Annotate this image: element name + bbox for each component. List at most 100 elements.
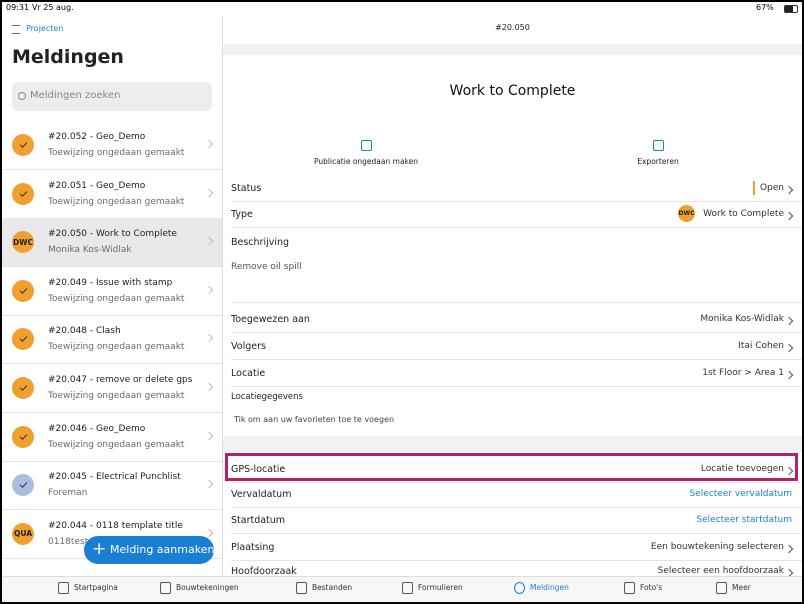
row-divider	[231, 507, 802, 508]
list-item[interactable]	[2, 315, 222, 365]
field-value[interactable]: Open	[759, 183, 784, 193]
row-divider	[231, 386, 802, 387]
action-label[interactable]: Publicatie ongedaan maken	[314, 157, 418, 166]
list-item[interactable]	[2, 170, 222, 219]
list-item[interactable]	[2, 267, 222, 316]
item-subtitle: Toewijzing ongedaan gemaakt	[48, 342, 185, 353]
field-label: Vervaldatum	[231, 489, 292, 500]
field-text: Tik om aan uw favorieten toe te voegen	[234, 415, 395, 424]
status-badge	[12, 182, 34, 205]
list-item[interactable]	[2, 364, 222, 413]
tab-icon[interactable]	[514, 582, 525, 594]
item-subtitle: Toewijzing ongedaan gemaakt	[48, 439, 185, 450]
detail-card	[223, 55, 802, 436]
item-title: #20.047 - remove or delete gps	[48, 375, 193, 385]
search-icon	[18, 92, 26, 100]
item-title: #20.051 - Geo_Demo	[48, 180, 146, 191]
row-divider	[231, 482, 802, 483]
highlight-box	[225, 453, 798, 481]
row-divider	[231, 332, 802, 333]
back-link[interactable]: Projecten	[26, 24, 64, 33]
tab-label[interactable]: Bestanden	[312, 583, 353, 592]
item-title: #20.046 - Geo_Demo	[48, 423, 146, 434]
search-placeholder: Meldingen zoeken	[30, 90, 121, 101]
field-label: Plaatsing	[231, 542, 275, 553]
row-divider	[231, 227, 802, 228]
item-subtitle: Monika Kos-Widlak	[48, 245, 132, 256]
field-value[interactable]: Selecteer vervaldatum	[689, 489, 792, 499]
item-subtitle: Toewijzing ongedaan gemaakt	[48, 196, 185, 207]
field-value[interactable]: Een bouwtekening selecteren	[650, 542, 784, 552]
list-item[interactable]	[2, 461, 222, 511]
row-divider	[231, 533, 802, 534]
status-badge	[12, 474, 34, 497]
action-icon[interactable]	[653, 140, 664, 151]
search-box[interactable]	[12, 82, 212, 111]
detail-title: Work to Complete	[449, 83, 576, 99]
field-value[interactable]: Selecteer een hoofdoorzaak	[657, 566, 784, 576]
detail-header: #20.050	[495, 23, 530, 32]
field-text: Remove oil spill	[231, 262, 302, 272]
row-divider	[231, 560, 802, 561]
list-icon	[12, 25, 20, 34]
item-subtitle: 0118test	[48, 536, 89, 547]
tab-icon[interactable]	[624, 582, 635, 594]
list-item[interactable]	[2, 218, 222, 268]
status-marker	[753, 181, 755, 195]
field-value[interactable]: 1st Floor > Area 1	[702, 368, 784, 378]
tab-icon[interactable]	[402, 582, 413, 594]
item-title: #20.052 - Geo_Demo	[48, 132, 146, 142]
status-date: Vr 25 aug.	[32, 3, 74, 12]
item-subtitle: Toewijzing ongedaan gemaakt	[48, 148, 185, 158]
item-subtitle: Toewijzing ongedaan gemaakt	[48, 293, 185, 304]
item-title: #20.049 - Issue with stamp	[48, 277, 173, 288]
action-label[interactable]: Exporteren	[637, 157, 679, 166]
field-label: Type	[231, 209, 253, 220]
tab-icon[interactable]	[716, 582, 727, 594]
field-label: Locatie	[231, 368, 266, 379]
item-title: #20.044 - 0118 template title	[48, 520, 183, 531]
tab-label[interactable]: Meer	[732, 583, 751, 592]
item-title: #20.050 - Work to Complete	[48, 229, 177, 240]
action-icon[interactable]	[361, 140, 372, 151]
field-label: GPS-locatie	[231, 464, 286, 475]
field-label: Status	[231, 183, 262, 194]
item-subtitle: Foreman	[48, 488, 88, 499]
row-divider	[231, 359, 802, 360]
field-label: Hoofdoorzaak	[231, 566, 297, 577]
item-subtitle: Toewijzing ongedaan gemaakt	[48, 391, 185, 401]
field-value[interactable]: Itai Cohen	[738, 341, 784, 351]
tab-icon[interactable]	[58, 582, 69, 594]
field-value[interactable]: Work to Complete	[703, 209, 784, 219]
field-label: Startdatum	[231, 515, 286, 526]
tab-label[interactable]: Bouwtekeningen	[176, 583, 239, 592]
status-time: 09:31	[6, 3, 30, 12]
field-value[interactable]: Monika Kos-Widlak	[700, 314, 784, 324]
battery-text: 67%	[756, 3, 774, 12]
status-badge	[12, 328, 34, 351]
tab-label[interactable]: Formulieren	[418, 583, 463, 592]
item-title: #20.045 - Electrical Punchlist	[48, 472, 181, 483]
tab-label[interactable]: Startpagina	[74, 583, 118, 592]
field-value[interactable]: Selecteer startdatum	[696, 515, 792, 525]
fab-plus: +	[92, 539, 107, 559]
status-badge	[12, 279, 34, 302]
tab-icon[interactable]	[160, 582, 171, 594]
field-label: Volgers	[231, 341, 266, 352]
list-item[interactable]	[2, 121, 222, 170]
field-label: Locatiegegevens	[231, 392, 303, 402]
status-badge	[12, 377, 34, 399]
sidebar-title: Meldingen	[12, 46, 124, 68]
tab-label[interactable]: Meldingen	[530, 583, 569, 592]
fab[interactable]: Melding aanmaken	[84, 536, 214, 564]
section-divider	[231, 302, 802, 303]
battery	[784, 5, 798, 13]
list-item[interactable]	[2, 413, 222, 462]
tab-label[interactable]: Foto's	[640, 583, 663, 592]
tab-icon[interactable]	[296, 582, 307, 594]
field-label: Toegewezen aan	[231, 314, 310, 325]
sidebar-divider	[222, 16, 223, 576]
detail-card-2	[223, 452, 802, 576]
field-value[interactable]: Locatie toevoegen	[700, 464, 784, 474]
